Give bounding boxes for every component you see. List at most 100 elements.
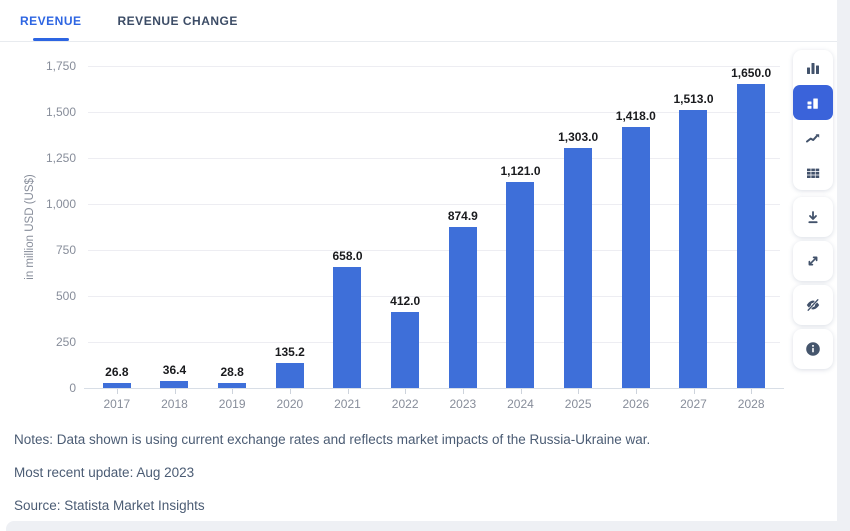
- y-tick-label: 1,500: [45, 105, 76, 119]
- x-axis-tick: [289, 389, 291, 394]
- bar-value-label: 26.8: [105, 365, 129, 380]
- bar-slot: 1,121.0: [492, 66, 550, 388]
- active-tab-underline: [32, 38, 69, 41]
- x-axis-tick: [578, 389, 580, 394]
- tab-revenue[interactable]: REVENUE: [20, 0, 82, 41]
- y-tick-label: 1,750: [45, 59, 76, 73]
- x-axis-tick: [751, 389, 753, 394]
- right-gutter: [837, 0, 850, 531]
- line-chart-icon: [806, 133, 820, 142]
- bar-2020[interactable]: [275, 363, 304, 388]
- x-axis-tick: [462, 389, 464, 394]
- line-chart-icon[interactable]: [793, 120, 833, 155]
- bar-2022[interactable]: [391, 312, 420, 388]
- bar-2028[interactable]: [737, 84, 766, 388]
- bar-value-label: 36.4: [162, 363, 187, 378]
- bottom-panel-edge: [6, 521, 850, 531]
- y-tick-label: 1,000: [45, 197, 76, 211]
- bar-2025[interactable]: [564, 148, 593, 388]
- bar-2024[interactable]: [506, 181, 535, 388]
- x-tick-label: 2026: [622, 397, 650, 411]
- x-tick-label: 2021: [334, 397, 361, 411]
- bar-2018[interactable]: [160, 381, 189, 388]
- bar-slot: 135.2: [261, 66, 319, 388]
- x-axis-tick: [405, 389, 407, 394]
- column-chart-icon[interactable]: [793, 50, 833, 85]
- download-button[interactable]: [793, 197, 833, 237]
- gridline: [88, 250, 780, 251]
- table-view-icon[interactable]: [793, 155, 833, 190]
- bar-slot: 1,418.0: [607, 66, 665, 388]
- x-axis-tick: [116, 389, 118, 394]
- x-tick-label: 2022: [391, 397, 419, 411]
- bar-slot: 1,513.0: [665, 66, 723, 388]
- chart-toolbar: [793, 50, 837, 373]
- bar-2027[interactable]: [679, 109, 708, 388]
- y-tick-label: 750: [55, 243, 76, 257]
- tab-revenue-change-label: REVENUE CHANGE: [117, 13, 238, 28]
- chart-footer: Notes: Data shown is using current excha…: [14, 432, 820, 531]
- y-axis-title: in million USD (US$): [24, 174, 36, 280]
- bar-value-label: 1,513.0: [673, 91, 714, 106]
- table-view-icon: [807, 168, 820, 178]
- bar-slot: 658.0: [319, 66, 377, 388]
- gridline: [88, 204, 780, 205]
- bar-slot: 36.4: [146, 66, 204, 388]
- x-tick-label: 2028: [737, 397, 765, 411]
- footer-notes: Notes: Data shown is using current excha…: [14, 432, 651, 447]
- bar-slot: 412.0: [376, 66, 434, 388]
- x-axis-tick: [174, 389, 176, 394]
- bar-slot: 1,650.0: [722, 66, 780, 388]
- bar-slot: 28.8: [203, 66, 261, 388]
- fullscreen-icon: [808, 256, 818, 266]
- fullscreen-button[interactable]: [793, 241, 833, 281]
- column-chart-icon: [807, 62, 819, 74]
- labeled-column-chart-icon[interactable]: [793, 85, 833, 120]
- x-tick-label: 2027: [680, 397, 707, 411]
- bar-value-label: 1,121.0: [500, 163, 541, 178]
- bar-value-label: 1,650.0: [731, 66, 772, 81]
- bar-value-label: 658.0: [332, 248, 363, 263]
- x-axis-line: [84, 388, 784, 389]
- x-tick-label: 2024: [507, 397, 534, 411]
- gridline: [88, 296, 780, 297]
- y-tick-label: 1,250: [45, 151, 76, 165]
- bar-value-label: 28.8: [220, 364, 244, 379]
- bar-value-label: 874.9: [447, 209, 478, 224]
- bar-value-label: 1,418.0: [615, 109, 656, 124]
- chart-area: in million USD (US$) 0 250 500 750 1,000 1,25…: [0, 41, 793, 427]
- gridline: [88, 158, 780, 159]
- bar-2023[interactable]: [448, 227, 477, 388]
- hide-values-button[interactable]: [793, 285, 833, 325]
- bar-2026[interactable]: [621, 127, 650, 388]
- x-tick-label: 2018: [161, 397, 188, 411]
- bar-value-label: 135.2: [274, 345, 305, 360]
- x-axis-tick: [232, 389, 234, 394]
- y-tick-label: 250: [55, 335, 76, 349]
- download-icon: [808, 211, 818, 224]
- x-tick-label: 2020: [276, 397, 304, 411]
- x-tick-label: 2023: [449, 397, 477, 411]
- bar-slot: 1,303.0: [549, 66, 607, 388]
- labeled-column-chart-icon: [807, 98, 818, 109]
- x-tick-label: 2025: [564, 397, 592, 411]
- y-tick-label: 0: [69, 381, 76, 395]
- x-axis-tick: [347, 389, 349, 394]
- x-tick-label: 2019: [218, 397, 246, 411]
- bar-2021[interactable]: [333, 266, 362, 388]
- x-axis-tick: [520, 389, 522, 394]
- footer-updated: Most recent update: Aug 2023: [14, 465, 195, 480]
- bar-slot: 26.8: [88, 66, 146, 388]
- footer-source: Source: Statista Market Insights: [14, 498, 205, 513]
- gridline: [88, 112, 780, 113]
- hide-values-icon: [806, 298, 820, 312]
- bar-2019[interactable]: [218, 382, 247, 388]
- chart-type-switcher: [793, 50, 833, 190]
- tab-revenue-label: REVENUE: [20, 13, 82, 28]
- tab-revenue-change[interactable]: REVENUE CHANGE: [118, 0, 238, 41]
- bar-2017[interactable]: [102, 383, 131, 388]
- info-button[interactable]: [793, 329, 833, 369]
- gridline: [88, 342, 780, 343]
- y-tick-label: 500: [55, 289, 76, 303]
